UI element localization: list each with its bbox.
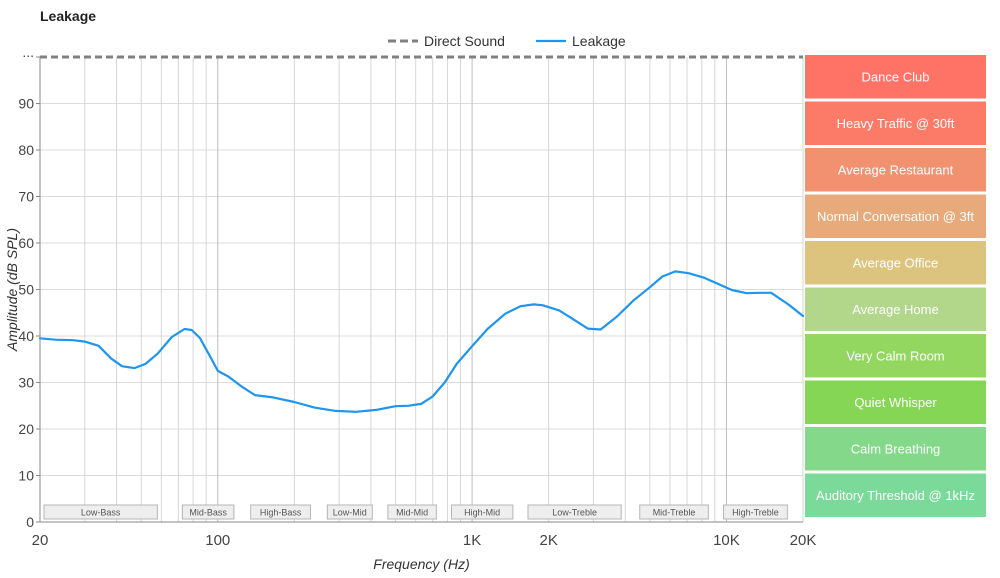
- reference-level-box: [805, 380, 986, 424]
- y-axis-title: Amplitude (dB SPL): [4, 228, 20, 352]
- reference-level-box: [805, 148, 986, 192]
- reference-level-label: Calm Breathing: [851, 441, 941, 456]
- x-tick-label: 10K: [713, 532, 740, 549]
- chart-title: Leakage: [40, 8, 97, 24]
- reference-level-box: [805, 241, 986, 285]
- leakage-line: [38, 270, 805, 413]
- band-box: [527, 504, 622, 520]
- grid-lines: [39, 57, 804, 522]
- x-tick-label: 2K: [539, 532, 557, 549]
- legend-label: Direct Sound: [424, 33, 505, 49]
- reference-level-box: [805, 194, 986, 238]
- reference-level-box: [805, 427, 986, 471]
- band-box: [387, 504, 437, 520]
- y-tick-label: 0: [26, 514, 34, 530]
- band-label: Low-Bass: [81, 508, 121, 518]
- reference-level-label: Heavy Traffic @ 30ft: [837, 116, 955, 131]
- y-tick-label: 50: [18, 282, 34, 298]
- band-label: Low-Mid: [333, 508, 367, 518]
- x-tick-label: 20K: [790, 532, 817, 549]
- y-tick-label: 80: [18, 142, 34, 158]
- reference-level-label: Normal Conversation @ 3ft: [817, 209, 974, 224]
- y-tick-label: 10: [18, 468, 34, 484]
- band-label: High-Mid: [464, 508, 500, 518]
- band-label: High-Treble: [732, 508, 779, 518]
- reference-level-label: Average Office: [853, 255, 939, 270]
- band-box: [723, 504, 788, 520]
- y-tick-label: 60: [18, 235, 34, 251]
- band-label: Mid-Mid: [396, 508, 428, 518]
- x-axis-title: Frequency (Hz): [373, 556, 469, 572]
- x-tick-label: 1K: [463, 532, 481, 549]
- reference-level-box: [805, 55, 986, 99]
- band-label: Low-Treble: [552, 508, 597, 518]
- x-tick-label: 20: [32, 532, 49, 549]
- series-lines: [38, 55, 805, 413]
- band-label: Mid-Bass: [189, 508, 227, 518]
- band-box: [326, 504, 373, 520]
- x-tick-label: 100: [205, 532, 230, 549]
- band-box: [450, 504, 514, 520]
- legend-label: Leakage: [572, 33, 626, 49]
- reference-level-box: [805, 473, 986, 517]
- reference-level-label: Average Restaurant: [838, 162, 954, 177]
- y-tick-label: 70: [18, 189, 34, 205]
- y-tick-label: ...: [22, 44, 34, 60]
- reference-level-label: Quiet Whisper: [854, 395, 937, 410]
- reference-level-label: Very Calm Room: [846, 348, 944, 363]
- reference-level-box: [805, 334, 986, 378]
- band-box: [181, 504, 235, 520]
- reference-level-box: [805, 101, 986, 145]
- y-tick-label: 90: [18, 96, 34, 112]
- axes: 0 10 20 30 40 50 60 70 80 90... 20 100 1K 2K 10K 20K Fre…: [4, 44, 816, 572]
- frequency-bands: Low-Bass Mid-Bass High-Bass Low-Mid Mid-Mid H…: [43, 504, 788, 520]
- y-tick-label: 30: [18, 375, 34, 391]
- reference-level-label: Auditory Threshold @ 1kHz: [816, 488, 975, 503]
- reference-level-label: Average Home: [852, 302, 938, 317]
- y-tick-label: 40: [18, 328, 34, 344]
- band-label: High-Bass: [260, 508, 302, 518]
- band-box: [639, 504, 709, 520]
- reference-level-label: Dance Club: [862, 69, 930, 84]
- legend: Direct Sound Leakage: [388, 33, 626, 49]
- y-tick-label: 20: [18, 421, 34, 437]
- band-label: Mid-Treble: [653, 508, 696, 518]
- reference-levels: Dance Club Heavy Traffic @ 30ft Average Re…: [805, 55, 986, 517]
- band-box: [43, 504, 158, 520]
- reference-level-box: [805, 287, 986, 331]
- band-box: [250, 504, 311, 520]
